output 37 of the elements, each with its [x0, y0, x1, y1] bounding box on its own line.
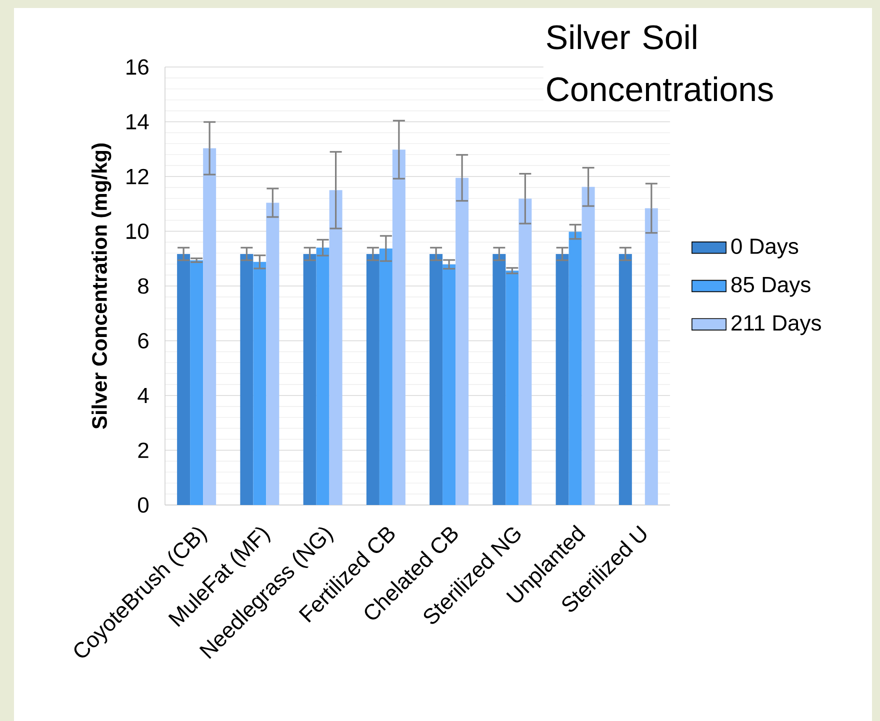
chart-title: Silver Soil Concentrations — [546, 24, 773, 102]
y-tick-label: 8 — [138, 278, 148, 294]
bar — [582, 186, 595, 505]
bar — [203, 148, 216, 505]
legend-label: 0 Days — [731, 238, 798, 258]
bar — [177, 254, 190, 505]
bar — [518, 198, 532, 505]
y-tick-label: 2 — [138, 442, 148, 458]
bar — [644, 208, 658, 505]
y-tick-label: 14 — [126, 114, 149, 130]
y-tick-label: 4 — [138, 388, 149, 404]
bar — [442, 264, 456, 505]
bar — [392, 150, 406, 505]
bar — [303, 254, 316, 505]
bar — [316, 248, 330, 505]
legend-label: 85 Days — [731, 276, 810, 297]
bar — [379, 248, 392, 505]
bar — [366, 254, 380, 505]
bar — [240, 254, 254, 505]
bar — [492, 254, 506, 505]
bar — [456, 178, 469, 505]
y-axis-title: Silver Concentration (mg/kg) — [92, 144, 112, 429]
bar — [266, 202, 280, 505]
y-tick-label: 10 — [126, 223, 149, 240]
bar — [556, 254, 569, 505]
bar — [190, 260, 204, 505]
y-tick-label: 16 — [126, 59, 148, 75]
bar — [506, 270, 519, 505]
bar — [430, 254, 443, 505]
y-tick-label: 6 — [138, 332, 148, 349]
legend-label: 211 Days — [732, 315, 821, 336]
bar — [568, 232, 582, 505]
bar — [329, 190, 342, 505]
y-tick-label: 0 — [138, 497, 149, 513]
bar — [253, 262, 266, 505]
bar — [618, 254, 632, 505]
y-tick-label: 12 — [126, 168, 148, 184]
